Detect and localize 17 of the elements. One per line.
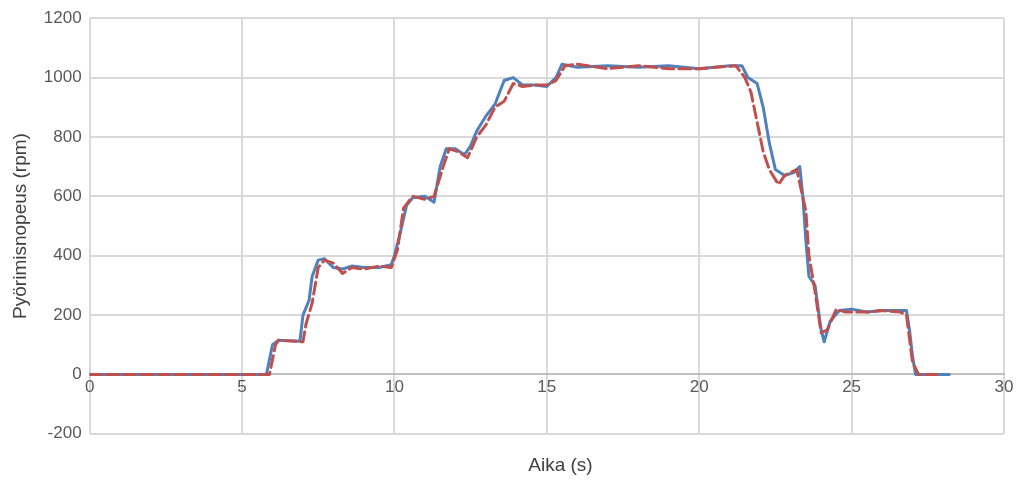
y-tick-label: 800	[53, 126, 82, 146]
y-tick-label: 0	[72, 364, 82, 384]
x-tick-label: 10	[384, 377, 404, 397]
x-tick-label: 25	[842, 377, 862, 397]
y-tick-label: 400	[53, 245, 82, 265]
x-tick-label: 5	[237, 377, 247, 397]
y-tick-label: 1200	[43, 7, 82, 27]
x-tick-label: 20	[689, 377, 709, 397]
y-tick-label: 200	[53, 304, 82, 324]
x-tick-label: 0	[84, 377, 95, 397]
y-axis-title: Pyörimisnopeus (rpm)	[8, 133, 30, 319]
x-tick-label: 15	[537, 377, 557, 397]
y-tick-label: -200	[47, 423, 82, 443]
x-axis-title: Aika (s)	[527, 454, 594, 476]
y-tick-label: 1000	[43, 67, 82, 87]
y-tick-label: 600	[53, 186, 82, 205]
x-tick-label: 30	[994, 377, 1014, 397]
